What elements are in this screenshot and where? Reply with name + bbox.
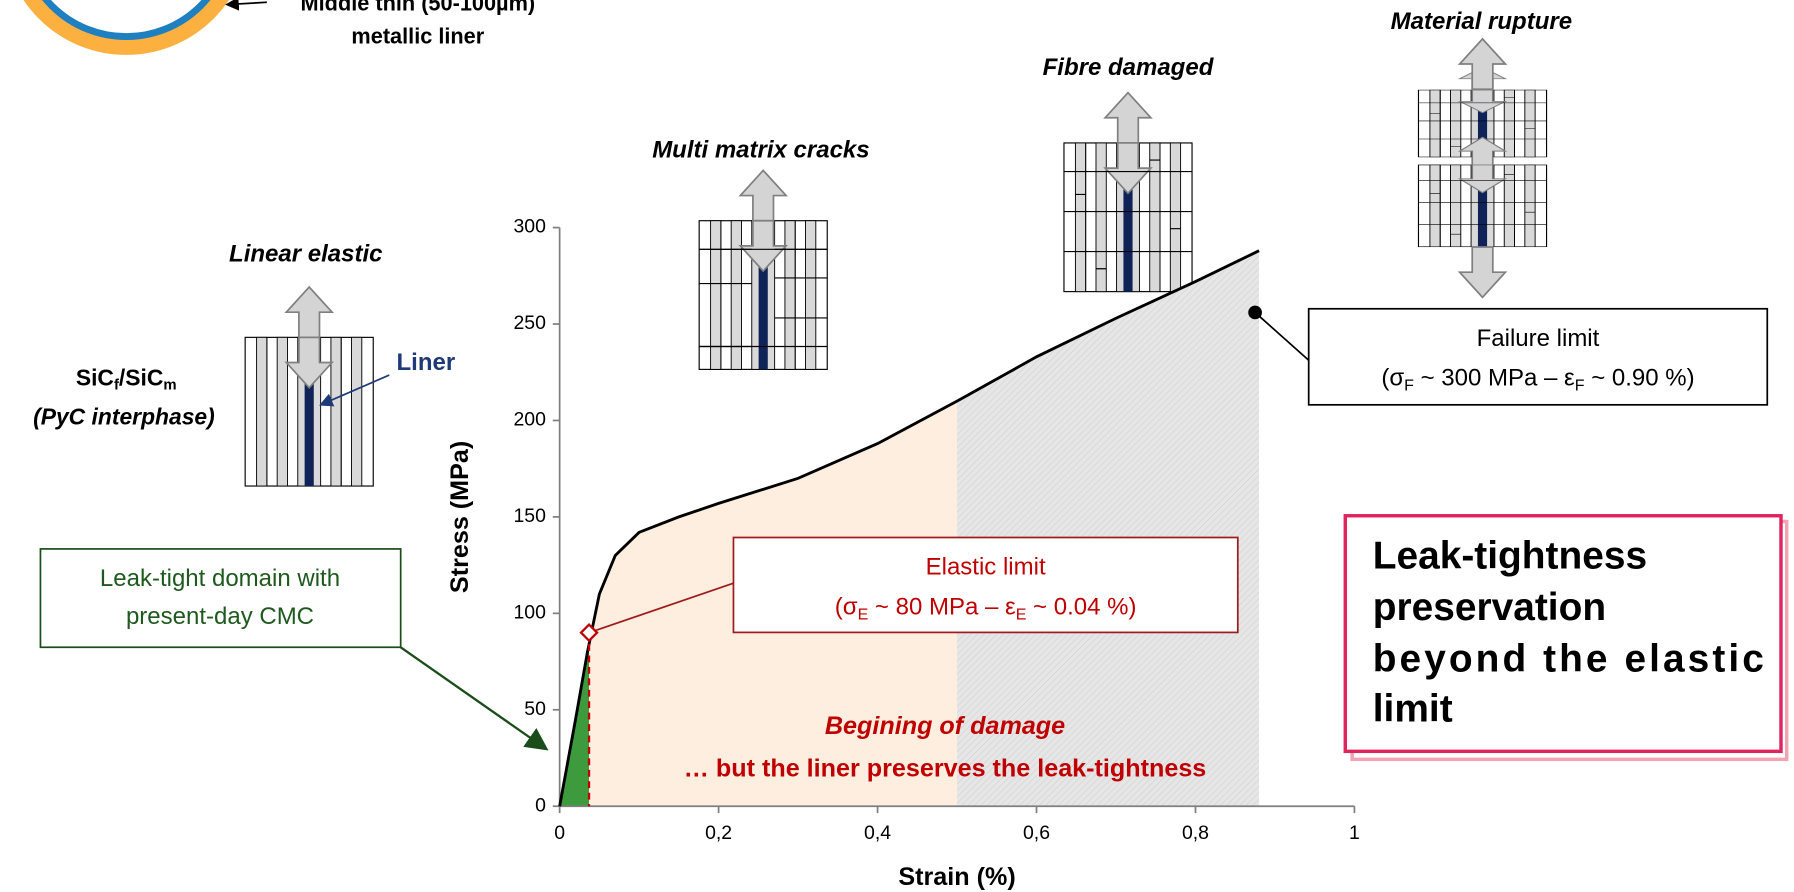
subscript: m [163,377,176,393]
elastic-callout [588,582,734,634]
x-tick-label: 0,6 [1023,822,1050,844]
callout-box [1307,307,1769,406]
stage-label: Material rupture [1391,8,1572,35]
plot: 0 50 100 150 200 250 300 0 0,2 0,4 0,6 0,8 1 Strain (… [446,216,1769,891]
stage-label: Multi matrix cracks [652,136,869,163]
failure-callout [1254,311,1310,361]
subscript: F [1575,378,1585,395]
conclusion-box [1343,514,1783,754]
domain-box [39,548,402,649]
callout-box [732,536,1239,634]
arrow-icon [1458,38,1507,91]
text-part: ~ 0.90 %) [1585,365,1695,392]
x-tick-label: 0,8 [1182,822,1209,844]
subscript: E [858,606,869,623]
text-part: ~ 0.04 %) [1026,594,1136,621]
ring-label: Middle thin (50-100µm) [301,0,536,15]
callout-detail: (σF ~ 300 MPa – εF ~ 0.90 %) [1381,365,1694,395]
liner-label: Liner [396,349,455,376]
region [957,250,1260,807]
domain-arrow [400,646,549,751]
text-part: ~ 80 MPa – ε [868,594,1016,621]
bundle-icon [1064,93,1192,292]
y-tick-label: 100 [513,601,546,623]
subscript: f [114,377,119,393]
x-tick-label: 0,4 [864,822,891,844]
bundle-icon [699,170,827,369]
domain-label: Leak-tight domain with [100,565,340,592]
stage-label: Fibre damaged [1043,54,1215,81]
callout-title: Elastic limit [926,554,1046,581]
failure-point [1248,305,1262,320]
y-axis-label: Stress (MPa) [446,441,474,593]
conclusion-text: beyond the elastic [1373,637,1764,680]
y-tick-label: 200 [513,409,546,431]
interphase-label: (PyC interphase) [33,404,215,430]
liner-arrow [319,374,390,407]
x-tick-label: 0,2 [705,822,732,844]
text-part: SiC [76,365,114,391]
text-part: /SiC [119,365,163,391]
material-label: SiCf/SiCm [76,365,177,394]
stress-strain-curve [558,249,1260,807]
text-part: (σ [835,594,858,621]
callout-title: Failure limit [1477,325,1600,352]
bundle-icon [245,287,373,486]
damage-note: … but the liner preserves the leak-tight… [684,754,1207,782]
text-part: (σ [1381,365,1404,392]
text-part: ~ 300 MPa – ε [1414,365,1575,392]
x-tick-label: 1 [1349,822,1360,844]
ring-label: metallic liner [351,23,484,48]
y-tick-label: 250 [513,312,546,334]
x-tick-label: 0 [554,822,565,844]
subscript: E [1016,606,1027,623]
arrow-icon [1458,246,1507,299]
elastic-point [579,623,599,643]
y-tick-label: 50 [524,698,546,720]
ring-arrow [225,0,267,11]
subscript: F [1404,378,1414,395]
ring-outer [23,0,229,55]
conclusion-text: Leak-tightness [1373,534,1647,577]
y-tick-label: 150 [513,505,546,527]
y-tick-label: 0 [535,794,546,816]
domain-label: present-day CMC [126,603,314,630]
x-axis-label: Strain (%) [898,863,1015,891]
ring-liner [42,0,211,40]
stage-label: Linear elastic [229,240,382,267]
callout-detail: (σE ~ 80 MPa – εE ~ 0.04 %) [835,594,1137,624]
y-tick-label: 300 [513,216,546,238]
damage-note: Begining of damage [825,712,1065,740]
conclusion-text: preservation [1373,586,1606,629]
conclusion-text: limit [1373,688,1453,731]
